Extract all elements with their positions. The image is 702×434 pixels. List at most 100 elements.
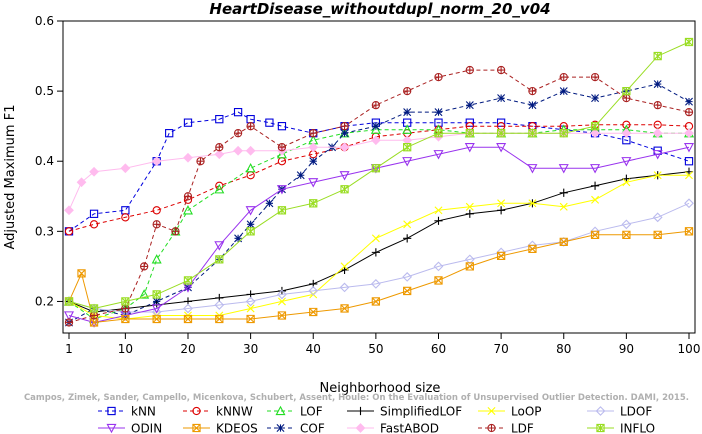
data-point-ldf — [528, 86, 537, 96]
data-point-ldof — [277, 289, 287, 300]
data-point-ldf — [215, 143, 224, 152]
legend-marker-odin — [106, 423, 117, 434]
data-point-fastabod — [89, 166, 99, 177]
y-axis: 0.2 0.3 0.4 0.5 0.6 — [35, 14, 63, 308]
series-line-inflo — [68, 41, 690, 310]
data-point-cof — [497, 94, 506, 103]
data-point-ldf — [233, 129, 243, 138]
data-point-cof — [528, 101, 537, 110]
data-point-knn — [233, 107, 243, 117]
data-point-loop — [497, 199, 506, 208]
data-point-inflo — [340, 185, 349, 194]
data-point-fastabod — [370, 135, 381, 146]
data-point-kdeos — [496, 251, 506, 261]
series-line-lof — [68, 129, 689, 320]
data-point-loop — [371, 234, 380, 243]
legend-label-inflo: INFLO — [620, 422, 655, 434]
data-point-ldof — [433, 261, 444, 272]
legend-item-simplifiedlof: SimplifiedLOF — [347, 405, 462, 419]
data-point-knn — [165, 129, 174, 138]
legend-item-cof: COF — [267, 422, 325, 434]
data-point-fastabod — [64, 205, 74, 216]
legend-item-knnw: kNNW — [183, 405, 253, 419]
series-knnw — [64, 120, 694, 236]
data-point-lof — [139, 289, 150, 299]
data-point-odin — [652, 150, 663, 160]
legend-label-odin: ODIN — [131, 422, 162, 434]
series-ldf — [64, 65, 694, 327]
legend-item-ldof: LDOF — [587, 405, 652, 419]
data-point-ldof — [652, 212, 663, 223]
data-point-ldf — [121, 304, 130, 313]
data-point-cof — [465, 101, 474, 110]
legend-marker-ldf — [487, 423, 496, 433]
data-point-odin — [308, 178, 319, 188]
data-point-inflo — [403, 143, 412, 152]
data-point-fastabod — [120, 163, 131, 174]
data-point-inflo — [309, 199, 318, 208]
data-point-knn — [265, 118, 274, 127]
y-tick-label: 0.3 — [35, 224, 54, 238]
data-point-loop — [434, 206, 443, 215]
data-point-ldf — [246, 122, 255, 131]
data-point-ldf — [590, 72, 600, 82]
data-point-cof — [309, 157, 318, 166]
data-point-fastabod — [590, 128, 600, 139]
data-point-ldf — [403, 86, 412, 96]
legend-marker-kdeos — [192, 423, 201, 433]
series-kdeos — [64, 227, 694, 327]
data-point-inflo — [622, 86, 631, 96]
data-point-ldf — [371, 100, 381, 110]
legend-label-cof: COF — [300, 422, 325, 434]
data-point-knnw — [121, 213, 130, 222]
legend-marker-ldof — [595, 406, 606, 416]
data-point-odin — [433, 150, 444, 160]
legend-label-fastabod: FastABOD — [380, 422, 439, 434]
data-point-loop — [685, 171, 693, 180]
data-point-cof — [591, 94, 600, 103]
data-point-ldof — [183, 303, 193, 314]
data-point-ldf — [277, 143, 287, 152]
legend-marker-cof — [276, 424, 285, 432]
data-point-kdeos — [559, 237, 568, 247]
data-point-kdeos — [653, 230, 662, 239]
data-point-cof — [234, 234, 243, 243]
data-point-lof — [214, 183, 225, 194]
data-point-ldof — [214, 300, 225, 310]
data-point-cof — [403, 108, 412, 117]
x-tick-label: 50 — [368, 342, 383, 356]
data-point-kdeos — [246, 314, 255, 324]
data-point-ldof — [402, 272, 413, 282]
data-point-inflo — [246, 227, 255, 236]
series-line-kdeos — [68, 230, 690, 324]
x-tick-label: 30 — [243, 342, 258, 356]
legend-label-kdeos: KDEOS — [216, 422, 258, 434]
data-point-ldf — [684, 108, 694, 117]
data-point-inflo — [89, 304, 99, 313]
data-point-ldf — [309, 129, 318, 138]
series-inflo — [64, 37, 694, 313]
data-point-fastabod — [233, 145, 243, 156]
data-point-odin — [214, 241, 225, 251]
data-point-kdeos — [465, 262, 474, 271]
legend-label-loop: LoOP — [511, 405, 542, 419]
data-point-ldof — [684, 198, 694, 209]
data-point-ldf — [496, 65, 506, 75]
data-point-knn — [277, 122, 287, 131]
data-point-cof — [653, 80, 662, 89]
data-point-simplifiedlof — [559, 188, 568, 197]
data-point-inflo — [496, 129, 506, 138]
data-point-ldf — [340, 122, 349, 131]
data-point-odin — [590, 164, 601, 174]
data-point-kdeos — [215, 314, 224, 324]
data-point-inflo — [465, 129, 474, 138]
data-point-kdeos — [622, 230, 631, 239]
data-point-fastabod — [76, 177, 87, 188]
legend-item-fastabod: FastABOD — [347, 422, 439, 434]
data-point-inflo — [152, 290, 161, 299]
chart-title: HeartDisease_withoutdupl_norm_20_v04 — [209, 0, 550, 18]
data-point-ldof — [245, 296, 256, 307]
legend-label-knnw: kNNW — [216, 405, 253, 419]
data-point-inflo — [277, 206, 287, 215]
